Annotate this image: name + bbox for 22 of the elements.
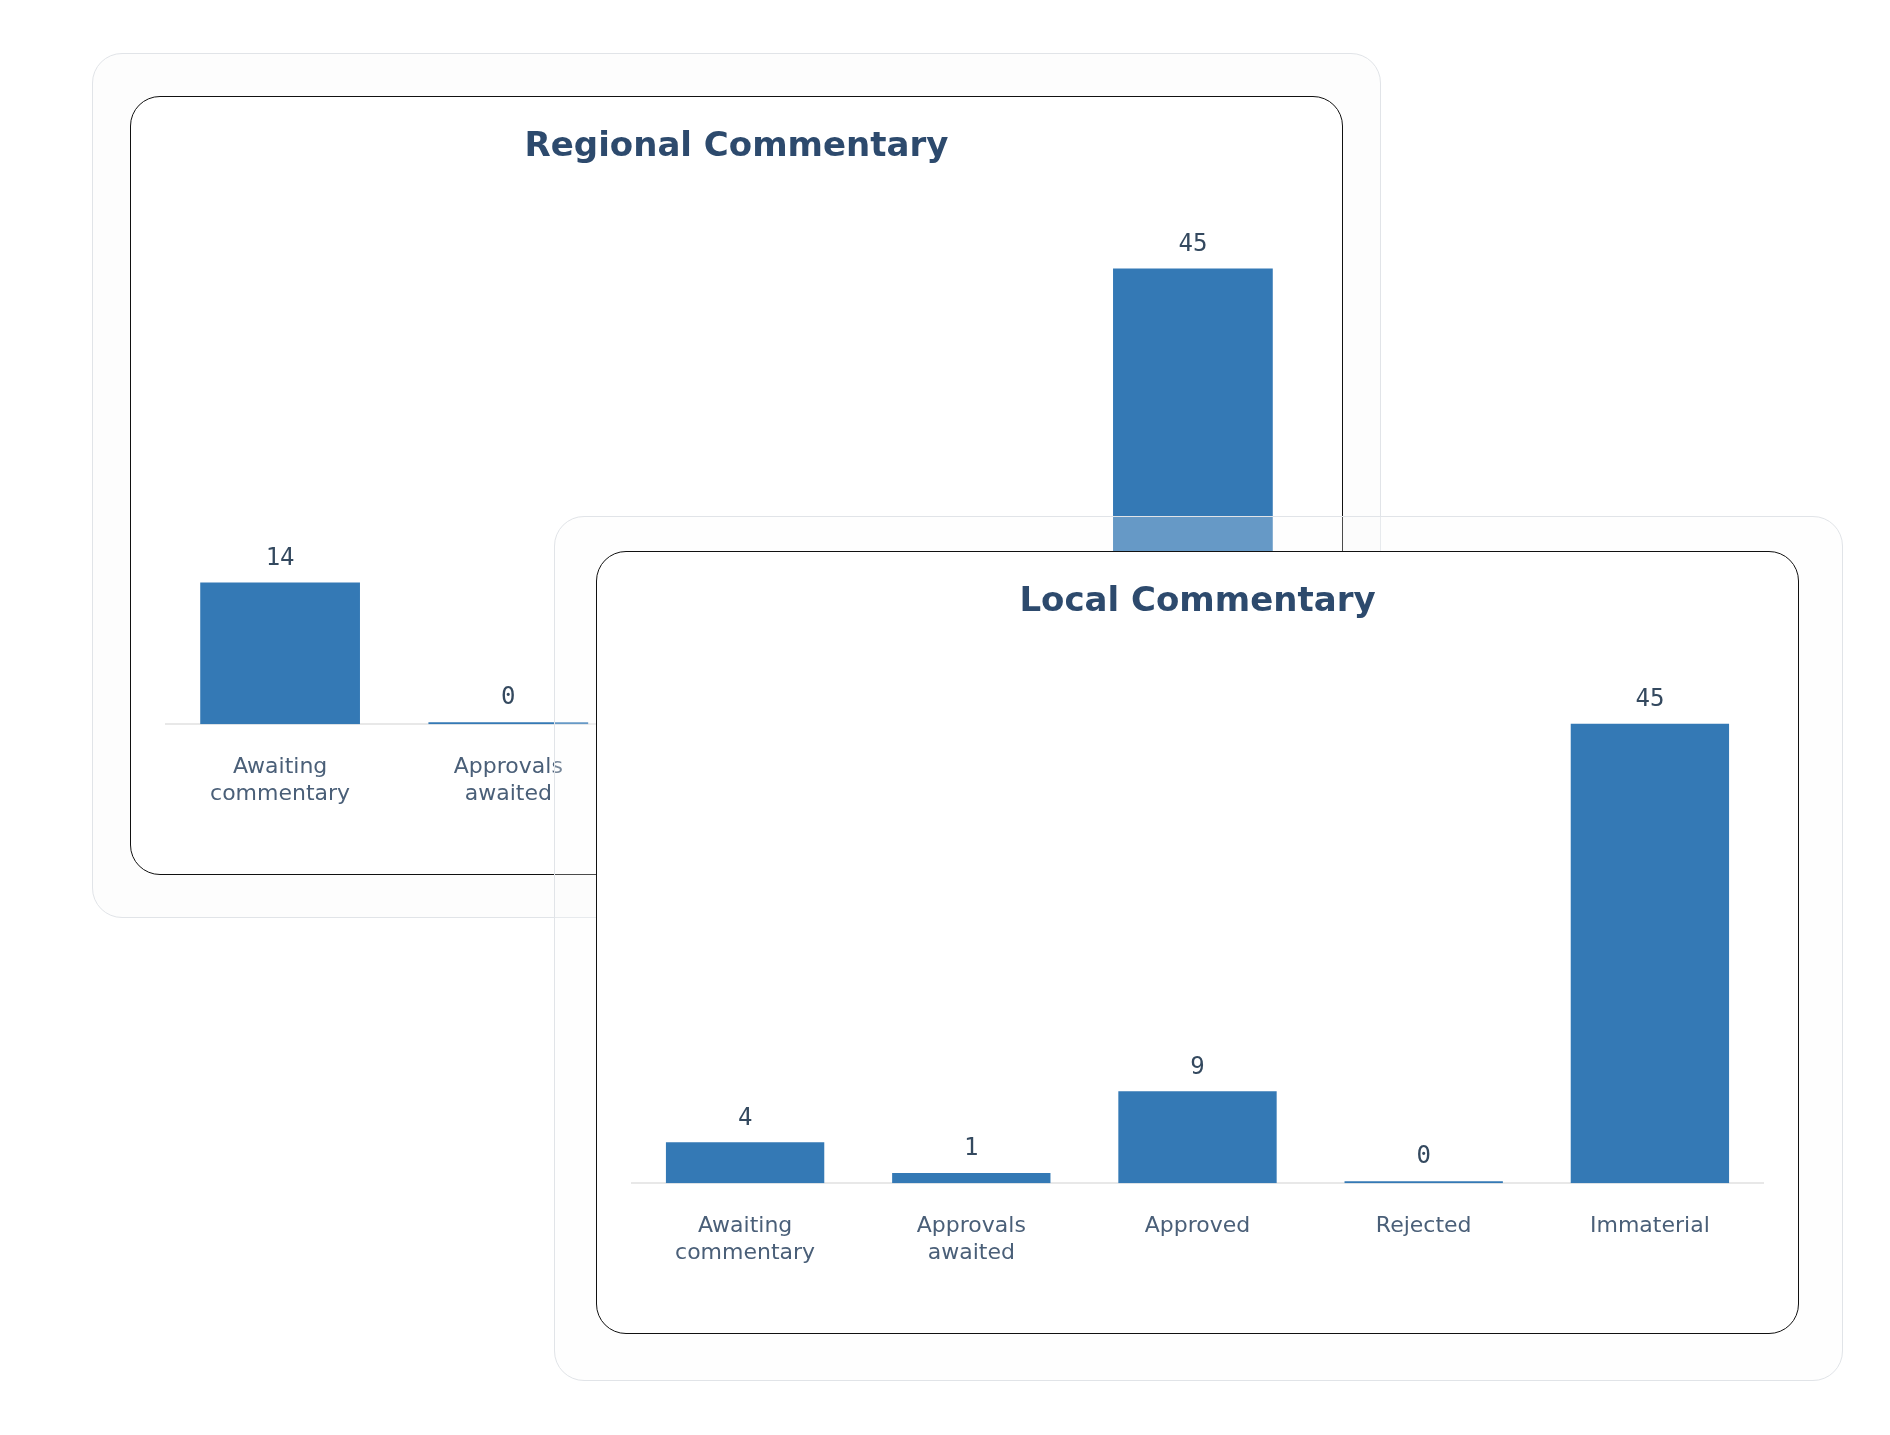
bar [892,1172,1051,1184]
x-tick-label: Approvals awaited [453,753,563,805]
bar [1344,1181,1503,1184]
data-label: 0 [1416,1141,1431,1170]
data-label: 4 [737,1102,753,1131]
chart-title: Local Commentary [1019,579,1376,620]
x-tick-label: Awaiting commentary [675,1212,816,1264]
x-tick-label: Rejected [1375,1212,1472,1238]
data-label: 9 [1190,1051,1205,1080]
x-tick-label: Approvals awaited [916,1212,1026,1264]
data-label: 45 [1635,684,1665,713]
data-label: 45 [1178,228,1208,257]
x-tick-label: Approved [1144,1212,1251,1238]
data-label: 0 [501,682,516,711]
bar [665,1142,825,1184]
x-tick-label: Immaterial [1590,1212,1710,1238]
x-tick-label: Awaiting commentary [210,753,351,805]
chart-title: Regional Commentary [524,124,949,165]
data-label: 14 [265,542,295,571]
data-label: 1 [964,1133,979,1162]
bar [1570,723,1730,1184]
bar [1118,1091,1277,1184]
